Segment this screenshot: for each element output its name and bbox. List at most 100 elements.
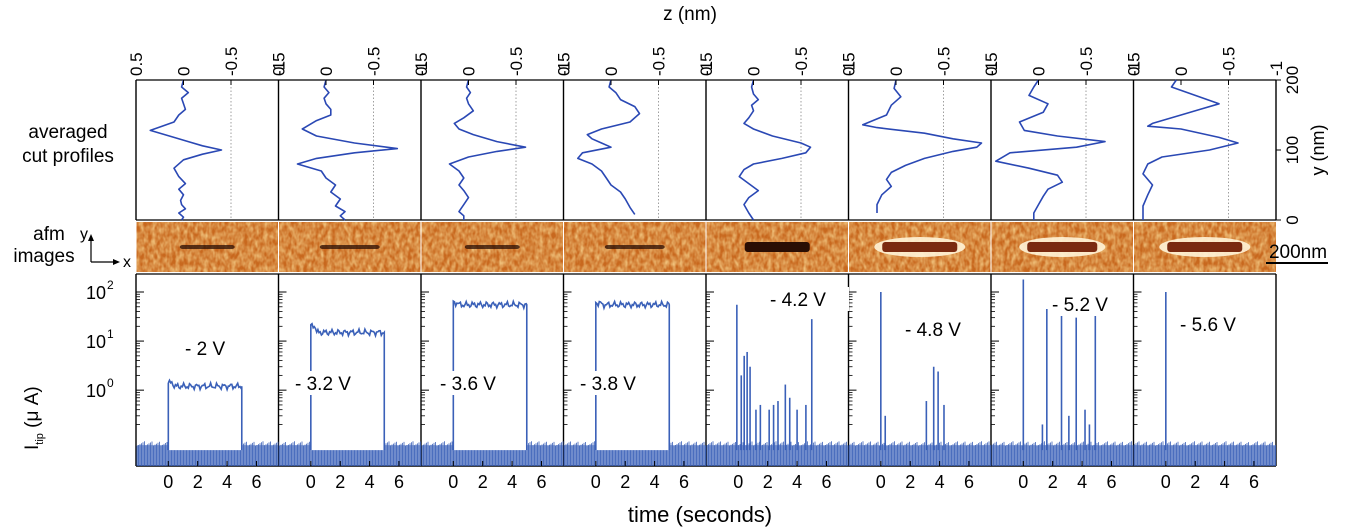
z-tick-label: -0.5 xyxy=(935,47,954,76)
time-tick-label: 4 xyxy=(1220,472,1230,492)
time-tick-label: 2 xyxy=(905,472,915,492)
current-baseline-trace xyxy=(279,441,421,466)
afm-groove xyxy=(744,242,810,252)
z-tick-label: -1 xyxy=(840,61,859,76)
time-tick-label: 0 xyxy=(1018,472,1028,492)
time-tick-label: 4 xyxy=(222,472,232,492)
voltage-label: - 5.6 V xyxy=(1180,315,1236,336)
z-tick-label: 0.5 xyxy=(840,52,859,76)
afm-groove xyxy=(464,245,520,249)
voltage-label-bg xyxy=(181,336,242,360)
annotations xyxy=(88,234,1328,265)
profile-curve xyxy=(738,79,812,221)
z-tick-label: 0 xyxy=(887,67,906,76)
current-plateau xyxy=(452,298,528,451)
z-tick-label: -1 xyxy=(1267,61,1286,76)
current-baseline-trace xyxy=(849,441,991,466)
voltage-label-bg xyxy=(291,371,374,395)
afm-row-label-line1: afm xyxy=(33,224,65,245)
current-decade-label: 10 xyxy=(86,381,106,401)
y-tick-label: 100 xyxy=(1283,136,1302,164)
voltage-label: - 5.2 V xyxy=(1052,295,1108,316)
z-tick-label: 0 xyxy=(1172,67,1191,76)
z-tick-label: -1 xyxy=(412,61,431,76)
time-tick-label: 0 xyxy=(306,472,316,492)
z-tick-label: -0.5 xyxy=(507,47,526,76)
time-tick-label: 4 xyxy=(1077,472,1087,492)
voltage-label: - 3.2 V xyxy=(295,374,351,395)
z-tick-label: -0.5 xyxy=(222,47,241,76)
profile-curve xyxy=(149,79,223,221)
z-tick-label: 0 xyxy=(317,67,336,76)
z-tick-label: 0 xyxy=(745,67,764,76)
time-axis-title: time (seconds) xyxy=(627,502,773,527)
current-decade-exponent: 0 xyxy=(107,376,114,390)
z-tick-label: -0.5 xyxy=(650,47,669,76)
voltage-label: - 2 V xyxy=(185,339,225,360)
time-tick-label: 0 xyxy=(876,472,886,492)
y-tick-label: 0 xyxy=(1283,215,1302,224)
profile-curve xyxy=(296,79,399,221)
afm-row-label-line2: images xyxy=(13,246,75,267)
current-decade-exponent: 2 xyxy=(107,278,114,292)
afm-groove xyxy=(319,245,380,249)
current-baseline-trace xyxy=(1134,441,1276,466)
time-tick-label: 0 xyxy=(1161,472,1171,492)
z-tick-label: 0.5 xyxy=(412,52,431,76)
current-axis-title: Itip (μ A) xyxy=(22,310,48,450)
coord-x-label: x xyxy=(123,254,131,271)
panel-frames xyxy=(135,79,1277,467)
coord-y-label: y xyxy=(80,226,88,243)
time-tick-label: 4 xyxy=(365,472,375,492)
profile-curve xyxy=(448,79,527,220)
time-tick-label: 0 xyxy=(591,472,601,492)
time-tick-label: 0 xyxy=(733,472,743,492)
afm-groove xyxy=(179,245,235,249)
time-tick-label: 2 xyxy=(478,472,488,492)
z-axis-title: z (nm) xyxy=(663,4,717,25)
time-tick-label: 2 xyxy=(335,472,345,492)
current-plateau xyxy=(309,322,386,451)
profile-curve xyxy=(861,79,983,213)
z-tick-label: 0.5 xyxy=(982,52,1001,76)
y-axis-title: y (nm) xyxy=(1308,125,1328,176)
current-decade-exponent: 1 xyxy=(107,327,114,341)
coord-x-arrowhead xyxy=(113,259,120,265)
current-axis-unit: (μ A) xyxy=(22,386,43,428)
time-tick-label: 2 xyxy=(1048,472,1058,492)
z-tick-label: 0.5 xyxy=(270,52,289,76)
z-tick-label: -0.5 xyxy=(1077,47,1096,76)
current-axis-subscript: tip xyxy=(33,433,46,445)
voltage-label-bg xyxy=(766,287,849,311)
time-tick-label: 2 xyxy=(763,472,773,492)
voltage-label-bg xyxy=(901,317,984,341)
current-plateau xyxy=(594,299,671,451)
profile-curve xyxy=(1142,79,1239,220)
voltage-label-bg xyxy=(1048,292,1131,316)
current-decade-label: 10 xyxy=(86,283,106,303)
current-baseline-trace xyxy=(421,441,564,466)
current-plateau-gap xyxy=(168,383,242,451)
z-tick-label: -0.5 xyxy=(792,47,811,76)
z-tick-label: 0 xyxy=(602,67,621,76)
y-tick-label: 200 xyxy=(1283,66,1302,94)
z-tick-label: -0.5 xyxy=(365,47,384,76)
z-tick-label: -1 xyxy=(982,61,1001,76)
time-tick-label: 6 xyxy=(251,472,261,492)
scalebar-label: 200nm xyxy=(1268,242,1328,263)
coord-y-arrowhead xyxy=(88,234,94,241)
z-tick-label: -0.5 xyxy=(1220,47,1239,76)
voltage-label-bg xyxy=(576,371,659,395)
time-tick-label: 6 xyxy=(679,472,689,492)
time-tick-label: 0 xyxy=(448,472,458,492)
time-tick-label: 2 xyxy=(193,472,203,492)
current-axis-symbol: I xyxy=(22,444,43,450)
voltage-label: - 4.8 V xyxy=(905,320,961,341)
profile-curve xyxy=(994,79,1106,220)
time-tick-label: 4 xyxy=(792,472,802,492)
time-tick-label: 2 xyxy=(620,472,630,492)
time-tick-label: 6 xyxy=(536,472,546,492)
time-tick-label: 6 xyxy=(394,472,404,492)
voltage-label: - 3.6 V xyxy=(440,374,496,395)
